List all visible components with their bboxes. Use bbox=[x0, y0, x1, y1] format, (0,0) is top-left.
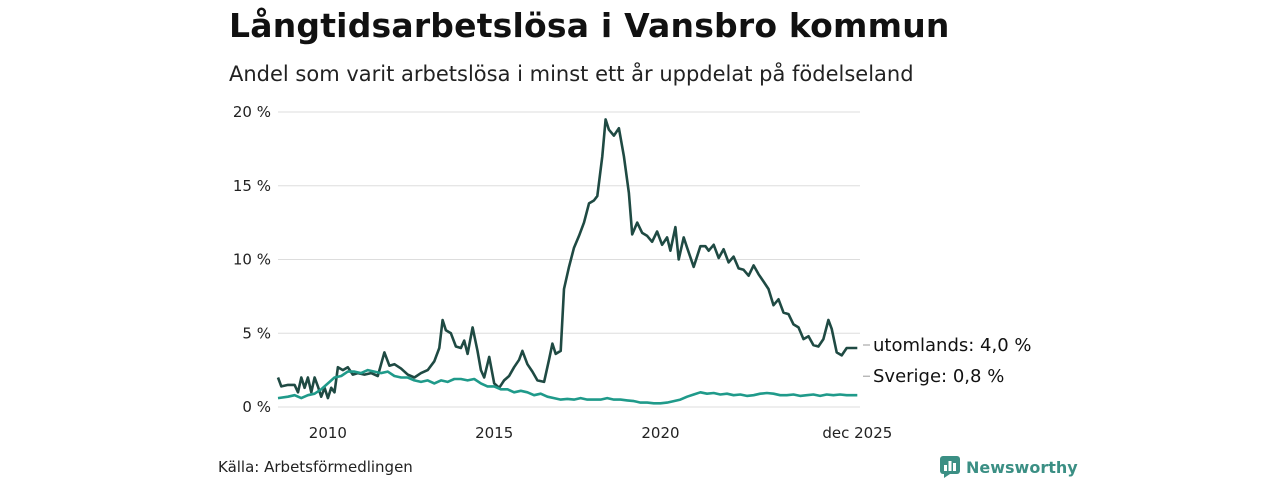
x-tick-label: dec 2025 bbox=[822, 424, 892, 442]
newsworthy-logo[interactable]: Newsworthy bbox=[940, 456, 1078, 478]
series-line-utomlands bbox=[276, 118, 858, 400]
x-tick-label: 2015 bbox=[475, 424, 513, 442]
newsworthy-icon bbox=[940, 456, 960, 478]
y-tick-label: 5 % bbox=[242, 324, 271, 342]
end-label-sverige: Sverige: 0,8 % bbox=[873, 366, 1004, 387]
grid-lines bbox=[278, 111, 860, 408]
y-tick-label: 20 % bbox=[233, 103, 271, 121]
y-tick-label: 15 % bbox=[233, 177, 271, 195]
source-note: Källa: Arbetsförmedlingen bbox=[218, 458, 413, 476]
end-labels: utomlands: 4,0 % Sverige: 0,8 % bbox=[863, 335, 1032, 387]
y-tick-label: 10 % bbox=[233, 251, 271, 269]
x-tick-label: 2020 bbox=[641, 424, 679, 442]
brand-name: Newsworthy bbox=[966, 457, 1078, 477]
axis-labels: 0 % 5 % 10 % 15 % 20 % 2010 2015 2020 dec 2025 bbox=[233, 103, 892, 442]
series-line-sverige bbox=[277, 368, 858, 405]
end-label-utomlands: utomlands: 4,0 % bbox=[873, 335, 1032, 356]
series-lines bbox=[276, 118, 858, 405]
y-tick-label: 0 % bbox=[242, 398, 271, 416]
chart-title: Långtidsarbetslösa i Vansbro kommun bbox=[229, 6, 950, 45]
chart-subtitle: Andel som varit arbetslösa i minst ett å… bbox=[229, 62, 914, 86]
x-tick-label: 2010 bbox=[309, 424, 347, 442]
